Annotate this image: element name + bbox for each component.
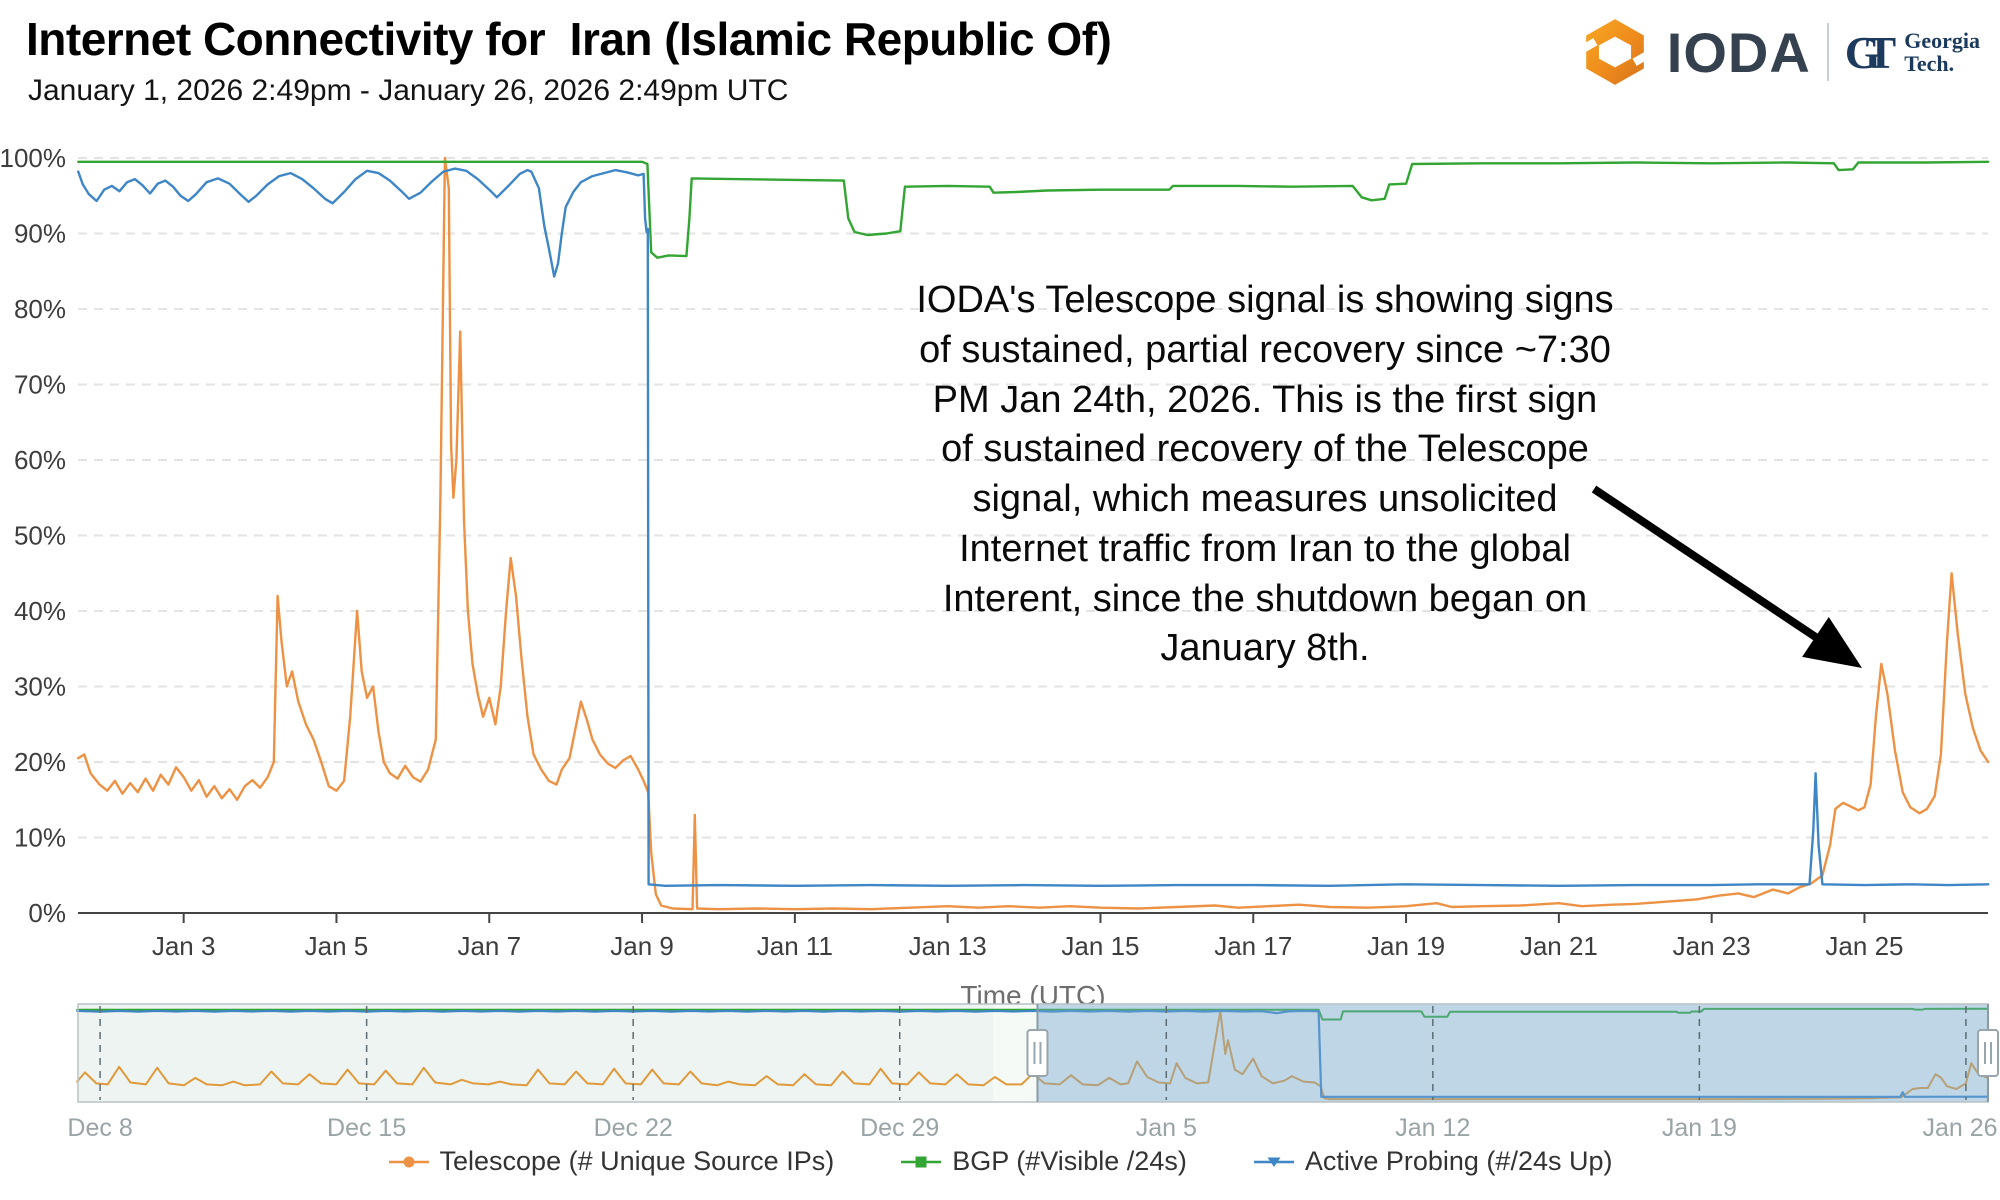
navigator-series [76, 1007, 1990, 1101]
legend-label-active-probing: Active Probing (#/24s Up) [1304, 1146, 1613, 1176]
legend-label-telescope: Telescope (# Unique Source IPs) [439, 1146, 835, 1176]
navigator-tick-label: Dec 29 [860, 1114, 939, 1142]
navigator-selection[interactable] [1037, 1004, 1988, 1102]
legend-item-telescope[interactable]: Telescope (# Unique Source IPs) [388, 1146, 835, 1177]
bgp-legend-marker-icon [901, 1156, 942, 1167]
x-tick-label: Jan 13 [909, 931, 987, 961]
x-tick-label: Jan 9 [610, 931, 674, 961]
georgia-tech-logo: GT Georgia Tech. [1845, 26, 1980, 79]
x-tick-label: Jan 7 [457, 931, 521, 961]
x-tick-label: Jan 25 [1825, 931, 1903, 961]
y-tick-label: 60% [14, 445, 66, 475]
navigator-tick-label: Dec 15 [327, 1114, 406, 1142]
telescope-series [77, 156, 1990, 911]
y-tick-label: 20% [14, 747, 66, 777]
navigator-tick-label: Jan 26 [1922, 1114, 1997, 1142]
telescope-legend-marker-icon [388, 1156, 429, 1167]
gt-text-line1: Georgia [1904, 27, 1980, 53]
annotation-arrow [1591, 485, 1862, 668]
y-tick-label: 10% [14, 823, 66, 853]
date-range-subtitle: January 1, 2026 2:49pm - January 26, 202… [28, 74, 789, 107]
navigator-tick-label: Jan 12 [1395, 1114, 1470, 1142]
x-tick-label: Jan 15 [1061, 931, 1139, 961]
navigator-handle-right[interactable] [1977, 1004, 1999, 1102]
gt-monogram: GT [1844, 26, 1897, 78]
y-tick-label: 50% [14, 521, 66, 551]
y-tick-label: 100% [0, 143, 66, 173]
chart-annotation: IODA's Telescope signal is showing signs… [916, 279, 1614, 670]
legend-label-bgp: BGP (#Visible /24s) [952, 1146, 1187, 1176]
ioda-hexagon-icon [1578, 19, 1651, 85]
navigator-tick-label: Jan 19 [1662, 1114, 1737, 1142]
page-title: Internet Connectivity for Iran (Islamic … [26, 13, 1112, 65]
x-tick-label: Jan 11 [757, 931, 833, 961]
navigator-tick-label: Dec 8 [67, 1114, 132, 1142]
y-tick-label: 80% [14, 294, 66, 324]
x-tick-label: Jan 23 [1673, 931, 1751, 961]
gt-text-line2: Tech. [1904, 51, 1955, 76]
y-axis-labels: 0% 10% 20% 30% 40% 50% 60% 70% 80% 90% 100% [0, 143, 66, 928]
legend-item-bgp[interactable]: BGP (#Visible /24s) [900, 1146, 1187, 1177]
active-probing-series [77, 167, 1990, 887]
y-tick-label: 90% [14, 219, 66, 249]
brand-logos: IODA GT Georgia Tech. [1578, 14, 1980, 90]
navigator-tick-label: Jan 5 [1136, 1114, 1197, 1142]
y-tick-label: 30% [14, 672, 66, 702]
bgp-series [77, 160, 1990, 259]
y-tick-label: 40% [14, 596, 66, 626]
active-probing-legend-marker-icon [1253, 1157, 1294, 1167]
x-tick-label: Jan 5 [305, 931, 369, 961]
navigator-tick-label: Dec 22 [594, 1114, 673, 1142]
x-tick-label: Jan 21 [1520, 931, 1598, 961]
y-tick-label: 0% [28, 898, 66, 928]
navigator: Dec 8 Dec 15 Dec 22 Dec 29 Jan 5 Jan 12 Jan 19… [67, 1003, 1999, 1142]
ioda-wordmark: IODA [1666, 20, 1811, 84]
y-tick-label: 70% [14, 370, 66, 400]
x-tick-label: Jan 19 [1367, 931, 1445, 961]
logo-divider [1826, 23, 1829, 81]
x-axis: Jan 3 Jan 5 Jan 7 Jan 9 Jan 11 Jan 13 Jan 15 Ja… [78, 912, 1988, 1011]
x-tick-label: Jan 17 [1214, 931, 1292, 961]
legend-item-active-probing[interactable]: Active Probing (#/24s Up) [1253, 1146, 1613, 1177]
x-tick-label: Jan 3 [152, 931, 216, 961]
navigator-handle-left[interactable] [1026, 1004, 1049, 1102]
chart-legend: Telescope (# Unique Source IPs) BGP (#Vi… [0, 1146, 2000, 1177]
